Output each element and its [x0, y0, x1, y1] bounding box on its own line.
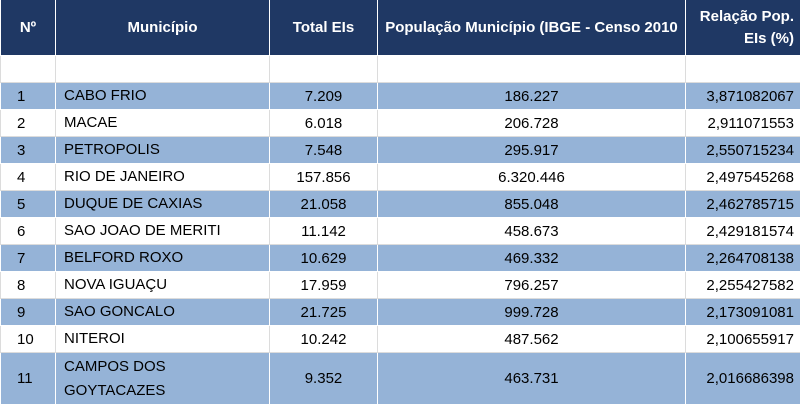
table-row: 4 RIO DE JANEIRO 157.856 6.320.446 2,4975452…	[0, 163, 800, 191]
cell-total-eis: 157.856	[269, 163, 378, 191]
cell-total-eis: 7.209	[269, 82, 378, 110]
cell-populacao: 295.917	[377, 136, 686, 164]
empty-cell	[55, 55, 270, 83]
cell-relacao: 2,462785715	[685, 190, 800, 218]
cell-no: 1	[0, 82, 56, 110]
cell-municipio: CAMPOS DOS GOYTACAZES	[55, 352, 270, 405]
cell-no: 7	[0, 244, 56, 272]
cell-total-eis: 10.629	[269, 244, 378, 272]
empty-cell	[0, 55, 56, 83]
cell-populacao: 186.227	[377, 82, 686, 110]
cell-municipio: DUQUE DE CAXIAS	[55, 190, 270, 218]
table-body: 1 CABO FRIO 7.209 186.227 3,871082067 2 MACAE 6…	[0, 55, 800, 405]
table-row: 7 BELFORD ROXO 10.629 469.332 2,264708138	[0, 244, 800, 272]
cell-no: 2	[0, 109, 56, 137]
cell-municipio: CABO FRIO	[55, 82, 270, 110]
empty-cell	[685, 55, 800, 83]
cell-populacao: 855.048	[377, 190, 686, 218]
cell-no: 3	[0, 136, 56, 164]
cell-municipio: BELFORD ROXO	[55, 244, 270, 272]
cell-relacao: 2,497545268	[685, 163, 800, 191]
cell-relacao: 2,173091081	[685, 298, 800, 326]
header-total-eis: Total EIs	[269, 0, 378, 56]
cell-total-eis: 7.548	[269, 136, 378, 164]
cell-relacao: 2,429181574	[685, 217, 800, 245]
cell-total-eis: 6.018	[269, 109, 378, 137]
cell-relacao: 2,264708138	[685, 244, 800, 272]
cell-no: 11	[0, 352, 56, 405]
cell-relacao: 3,871082067	[685, 82, 800, 110]
empty-cell	[269, 55, 378, 83]
cell-municipio: PETROPOLIS	[55, 136, 270, 164]
cell-municipio: SAO JOAO DE MERITI	[55, 217, 270, 245]
cell-municipio: RIO DE JANEIRO	[55, 163, 270, 191]
table-row: 5 DUQUE DE CAXIAS 21.058 855.048 2,462785715	[0, 190, 800, 218]
cell-populacao: 796.257	[377, 271, 686, 299]
cell-relacao: 2,550715234	[685, 136, 800, 164]
table-header: Nº Município Total EIs População Municíp…	[0, 0, 800, 56]
cell-no: 9	[0, 298, 56, 326]
cell-total-eis: 17.959	[269, 271, 378, 299]
table-row: 8 NOVA IGUAÇU 17.959 796.257 2,255427582	[0, 271, 800, 299]
table-row: 3 PETROPOLIS 7.548 295.917 2,550715234	[0, 136, 800, 164]
cell-no: 5	[0, 190, 56, 218]
cell-relacao: 2,016686398	[685, 352, 800, 405]
cell-total-eis: 9.352	[269, 352, 378, 405]
cell-populacao: 487.562	[377, 325, 686, 353]
table-row: 10 NITEROI 10.242 487.562 2,100655917	[0, 325, 800, 353]
cell-total-eis: 10.242	[269, 325, 378, 353]
cell-populacao: 469.332	[377, 244, 686, 272]
cell-no: 8	[0, 271, 56, 299]
cell-populacao: 206.728	[377, 109, 686, 137]
table-row: 9 SAO GONCALO 21.725 999.728 2,173091081	[0, 298, 800, 326]
cell-populacao: 6.320.446	[377, 163, 686, 191]
table-row: 6 SAO JOAO DE MERITI 11.142 458.673 2,429181…	[0, 217, 800, 245]
empty-cell	[377, 55, 686, 83]
cell-no: 6	[0, 217, 56, 245]
cell-no: 10	[0, 325, 56, 353]
cell-populacao: 463.731	[377, 352, 686, 405]
table-row: 2 MACAE 6.018 206.728 2,911071553	[0, 109, 800, 137]
cell-total-eis: 11.142	[269, 217, 378, 245]
cell-populacao: 458.673	[377, 217, 686, 245]
table-row: 1 CABO FRIO 7.209 186.227 3,871082067	[0, 82, 800, 110]
cell-relacao: 2,100655917	[685, 325, 800, 353]
cell-populacao: 999.728	[377, 298, 686, 326]
cell-municipio: SAO GONCALO	[55, 298, 270, 326]
table-row: 11 CAMPOS DOS GOYTACAZES 9.352 463.731 2,016…	[0, 352, 800, 405]
cell-municipio: NITEROI	[55, 325, 270, 353]
cell-total-eis: 21.058	[269, 190, 378, 218]
header-no: Nº	[0, 0, 56, 56]
header-relacao: Relação Pop. EIs (%)	[685, 0, 800, 56]
cell-no: 4	[0, 163, 56, 191]
cell-relacao: 2,255427582	[685, 271, 800, 299]
header-municipio: Município	[55, 0, 270, 56]
cell-total-eis: 21.725	[269, 298, 378, 326]
cell-municipio: MACAE	[55, 109, 270, 137]
header-row: Nº Município Total EIs População Municíp…	[0, 0, 800, 56]
header-populacao: População Município (IBGE - Censo 2010	[377, 0, 686, 56]
empty-row	[0, 55, 800, 83]
cell-municipio: NOVA IGUAÇU	[55, 271, 270, 299]
cell-relacao: 2,911071553	[685, 109, 800, 137]
